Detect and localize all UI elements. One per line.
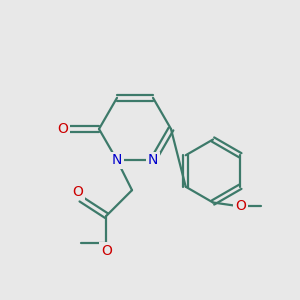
Text: N: N xyxy=(148,153,158,167)
Text: O: O xyxy=(101,244,112,258)
Text: N: N xyxy=(112,153,122,167)
Text: O: O xyxy=(235,199,246,212)
Text: O: O xyxy=(57,122,68,136)
Text: O: O xyxy=(73,185,83,199)
